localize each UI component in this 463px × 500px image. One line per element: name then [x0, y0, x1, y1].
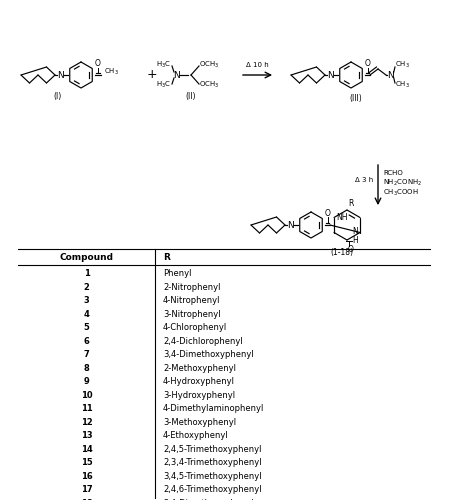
- Text: 8: 8: [84, 364, 89, 373]
- Text: R: R: [163, 252, 170, 262]
- Text: OCH$_3$: OCH$_3$: [199, 60, 219, 70]
- Text: 2-Nitrophenyl: 2-Nitrophenyl: [163, 283, 220, 292]
- Text: Compound: Compound: [60, 252, 113, 262]
- Text: 2,4-Dichlorophenyl: 2,4-Dichlorophenyl: [163, 337, 243, 346]
- Text: O: O: [348, 244, 354, 254]
- Text: 18: 18: [81, 499, 92, 500]
- Text: 3,4-Dimethoxyphenyl: 3,4-Dimethoxyphenyl: [163, 350, 254, 360]
- Text: 2,4,5-Trimethoxyphenyl: 2,4,5-Trimethoxyphenyl: [163, 445, 262, 454]
- Text: 4-Hydroxyphenyl: 4-Hydroxyphenyl: [163, 378, 235, 386]
- Text: N: N: [287, 220, 294, 230]
- Text: (II): (II): [186, 92, 196, 102]
- Text: (I): (I): [53, 92, 61, 102]
- Text: 2: 2: [83, 283, 89, 292]
- Text: N: N: [56, 70, 63, 80]
- Text: 2,4-Dimethoxyphenyl: 2,4-Dimethoxyphenyl: [163, 499, 254, 500]
- Text: O: O: [95, 60, 101, 68]
- Text: 4-Chlorophenyl: 4-Chlorophenyl: [163, 324, 227, 332]
- Text: NH$_2$CONH$_2$: NH$_2$CONH$_2$: [383, 178, 422, 188]
- Text: 5: 5: [83, 324, 89, 332]
- Text: (1-18): (1-18): [331, 248, 353, 258]
- Text: RCHO: RCHO: [383, 170, 403, 176]
- Text: CH$_3$: CH$_3$: [104, 67, 119, 77]
- Text: O: O: [325, 210, 331, 218]
- Text: CH$_3$: CH$_3$: [395, 60, 410, 70]
- Text: H$_3$C: H$_3$C: [156, 60, 171, 70]
- Text: 6: 6: [83, 337, 89, 346]
- Text: 3: 3: [84, 296, 89, 306]
- Text: H$_3$C: H$_3$C: [156, 80, 171, 90]
- Text: N: N: [326, 70, 333, 80]
- Text: 2,4,6-Trimethoxyphenyl: 2,4,6-Trimethoxyphenyl: [163, 486, 262, 494]
- Text: N: N: [352, 227, 358, 236]
- Text: CH$_3$: CH$_3$: [395, 80, 410, 90]
- Text: 4-Ethoxyphenyl: 4-Ethoxyphenyl: [163, 432, 229, 440]
- Text: 4-Dimethylaminophenyl: 4-Dimethylaminophenyl: [163, 404, 264, 413]
- Text: 17: 17: [81, 486, 92, 494]
- Text: O: O: [364, 60, 370, 68]
- Text: 13: 13: [81, 432, 92, 440]
- Text: OCH$_3$: OCH$_3$: [199, 80, 219, 90]
- Text: 7: 7: [84, 350, 89, 360]
- Text: 9: 9: [84, 378, 89, 386]
- Text: Δ 10 h: Δ 10 h: [246, 62, 269, 68]
- Text: 14: 14: [81, 445, 93, 454]
- Text: 11: 11: [81, 404, 93, 413]
- Text: 2-Methoxyphenyl: 2-Methoxyphenyl: [163, 364, 236, 373]
- Text: 10: 10: [81, 391, 92, 400]
- Text: 12: 12: [81, 418, 93, 427]
- Text: N: N: [174, 70, 181, 80]
- Text: 16: 16: [81, 472, 93, 481]
- Text: 3-Nitrophenyl: 3-Nitrophenyl: [163, 310, 221, 319]
- Text: 1: 1: [83, 270, 89, 278]
- Text: Phenyl: Phenyl: [163, 270, 192, 278]
- Text: H: H: [352, 236, 358, 245]
- Text: 4-Nitrophenyl: 4-Nitrophenyl: [163, 296, 220, 306]
- Text: (III): (III): [350, 94, 363, 102]
- Text: NH: NH: [336, 213, 348, 222]
- Text: 3,4,5-Trimethoxyphenyl: 3,4,5-Trimethoxyphenyl: [163, 472, 262, 481]
- Text: 4: 4: [83, 310, 89, 319]
- Text: 15: 15: [81, 458, 93, 468]
- Text: 3-Methoxyphenyl: 3-Methoxyphenyl: [163, 418, 236, 427]
- Text: 3-Hydroxyphenyl: 3-Hydroxyphenyl: [163, 391, 235, 400]
- Text: CH$_3$COOH: CH$_3$COOH: [383, 188, 419, 198]
- Text: R: R: [348, 199, 353, 208]
- Text: +: +: [147, 68, 157, 82]
- Text: 2,3,4-Trimethoxyphenyl: 2,3,4-Trimethoxyphenyl: [163, 458, 262, 468]
- Text: N: N: [387, 70, 394, 80]
- Text: Δ 3 h: Δ 3 h: [355, 177, 373, 183]
